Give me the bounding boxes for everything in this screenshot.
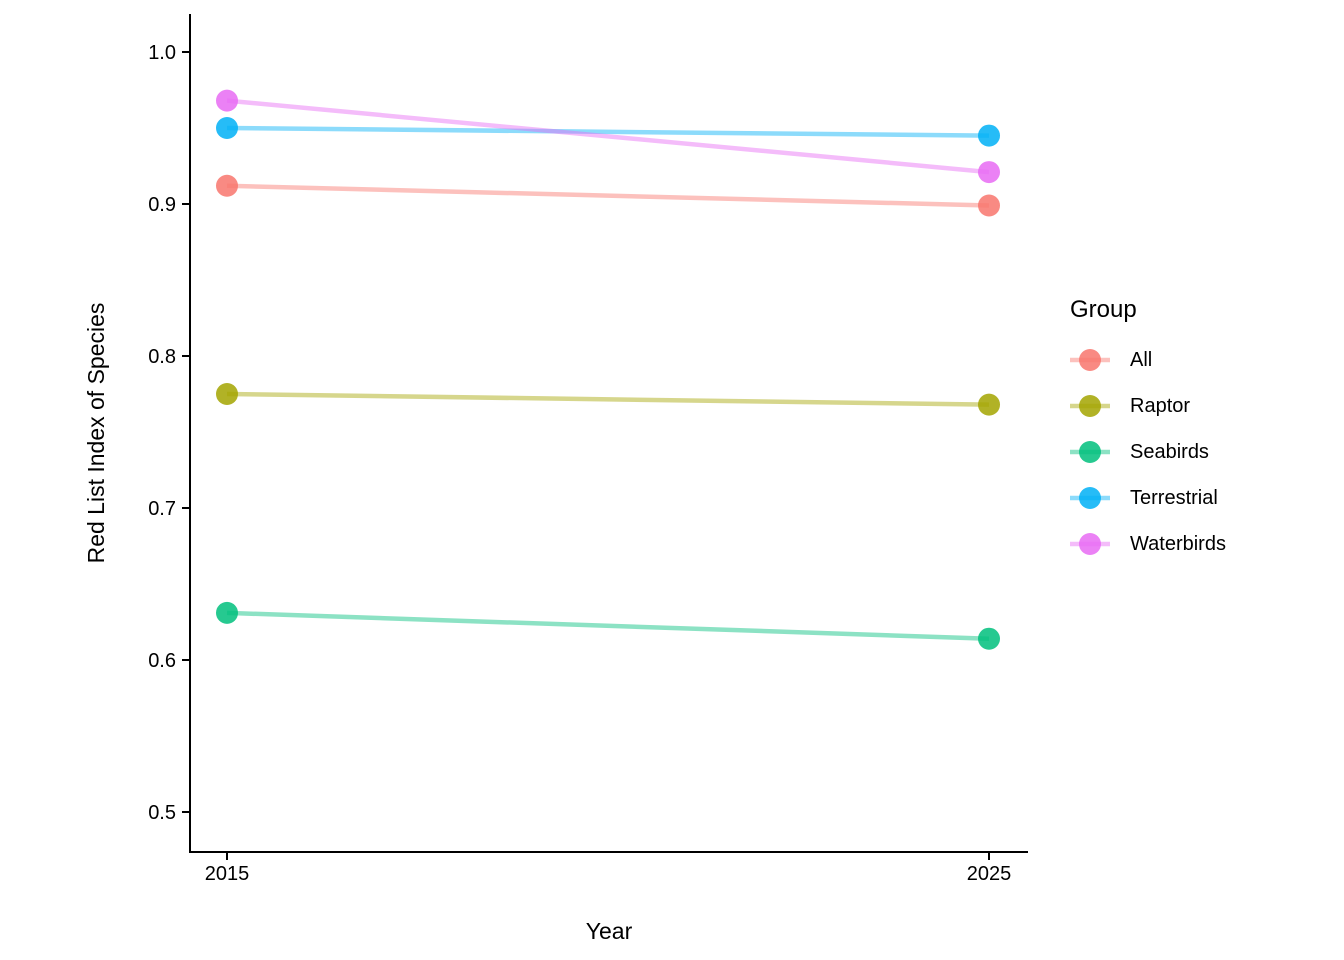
- legend-item-seabirds: Seabirds: [1070, 429, 1320, 475]
- data-point-raptor-2015: [216, 383, 238, 405]
- series-line-seabirds: [226, 610, 990, 641]
- legend-key-icon: [1070, 487, 1110, 509]
- data-point-terrestrial-2015: [216, 117, 238, 139]
- legend-key-icon: [1070, 441, 1110, 463]
- x-tick-label: 2025: [967, 863, 1012, 885]
- data-point-waterbirds-2025: [978, 161, 1000, 184]
- legend-label-waterbirds: Waterbirds: [1130, 532, 1226, 555]
- legend-label-terrestrial: Terrestrial: [1130, 486, 1218, 509]
- data-point-terrestrial-2025: [978, 124, 1000, 147]
- legend-item-terrestrial: Terrestrial: [1070, 475, 1320, 521]
- y-tick-label: 0.7: [148, 498, 176, 520]
- y-tick-label: 0.9: [148, 194, 176, 216]
- y-tick-label: 0.8: [148, 346, 176, 368]
- y-tick-label: 0.5: [148, 802, 176, 824]
- data-point-waterbirds-2015: [216, 89, 238, 112]
- x-axis-title: Year: [586, 918, 633, 944]
- data-point-seabirds-2025: [978, 627, 1000, 650]
- y-tick-label: 1.0: [148, 42, 176, 64]
- x-tick-label: 2015: [205, 863, 250, 885]
- legend-item-all: All: [1070, 337, 1320, 383]
- data-point-all-2025: [978, 194, 1000, 217]
- series-line-terrestrial: [226, 125, 990, 138]
- series-line-raptor: [226, 391, 990, 407]
- legend-item-waterbirds: Waterbirds: [1070, 521, 1320, 567]
- legend-title: Group: [1070, 296, 1137, 323]
- legend-item-raptor: Raptor: [1070, 383, 1320, 429]
- y-axis-title: Red List Index of Species: [83, 303, 109, 564]
- series-line-all: [226, 183, 990, 208]
- data-point-all-2015: [216, 174, 238, 197]
- legend-label-raptor: Raptor: [1130, 394, 1191, 417]
- legend-label-all: All: [1130, 348, 1153, 371]
- y-tick-label: 0.6: [148, 650, 176, 672]
- data-point-seabirds-2015: [216, 601, 238, 624]
- legend: Group All Raptor Seabirds: [1070, 293, 1320, 567]
- legend-label-seabirds: Seabirds: [1130, 440, 1209, 463]
- legend-key-icon: [1070, 533, 1110, 555]
- legend-key-icon: [1070, 395, 1110, 417]
- data-point-raptor-2025: [978, 393, 1000, 416]
- series-line-waterbirds: [226, 98, 990, 175]
- legend-key-icon: [1070, 349, 1110, 371]
